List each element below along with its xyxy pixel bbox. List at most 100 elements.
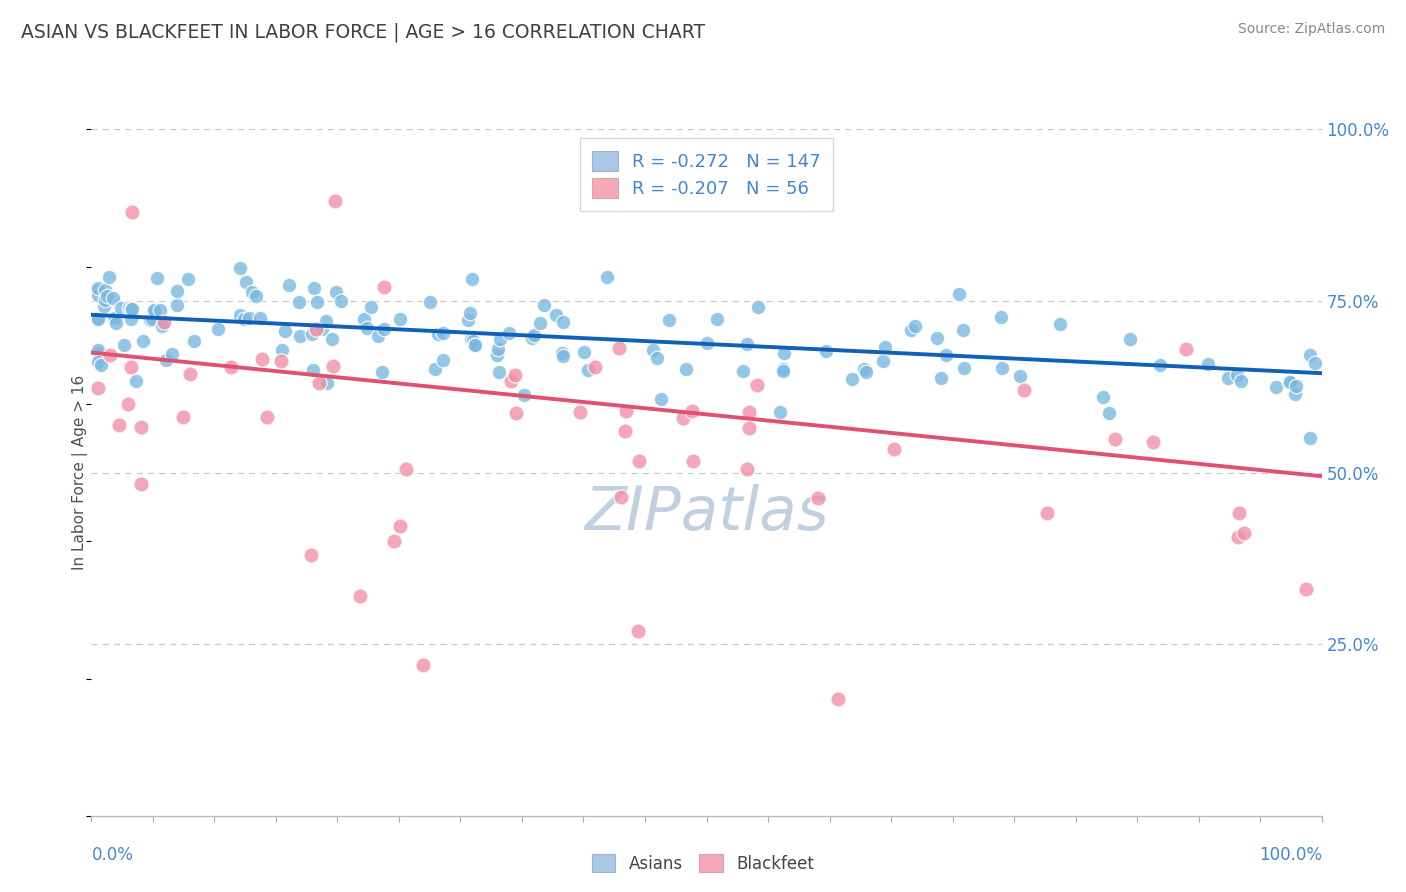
Point <box>373 322 395 336</box>
Point <box>316 376 339 390</box>
Point <box>513 388 536 402</box>
Point <box>86 283 108 297</box>
Point <box>270 354 292 368</box>
Point <box>299 548 322 562</box>
Point <box>990 310 1012 324</box>
Point <box>245 289 267 303</box>
Point <box>1098 406 1121 420</box>
Point <box>301 327 323 342</box>
Point <box>166 284 188 298</box>
Point <box>110 301 132 316</box>
Point <box>460 334 482 348</box>
Point <box>1174 343 1197 357</box>
Point <box>329 293 352 308</box>
Point <box>1298 431 1320 445</box>
Point <box>627 624 650 638</box>
Point <box>1285 379 1308 393</box>
Point <box>872 354 894 368</box>
Point <box>546 308 568 322</box>
Point <box>315 314 337 328</box>
Point <box>249 311 271 326</box>
Point <box>991 361 1014 376</box>
Point <box>207 322 229 336</box>
Point <box>107 417 129 432</box>
Point <box>1278 375 1301 389</box>
Point <box>457 313 479 327</box>
Point <box>458 306 481 320</box>
Point <box>1278 376 1301 390</box>
Point <box>235 275 257 289</box>
Point <box>121 302 143 317</box>
Point <box>172 409 194 424</box>
Point <box>738 420 761 434</box>
Point <box>1036 506 1059 520</box>
Point <box>1227 506 1250 520</box>
Point <box>250 351 273 366</box>
Point <box>883 442 905 456</box>
Point <box>271 343 294 358</box>
Point <box>616 404 638 418</box>
Point <box>935 348 957 362</box>
Point <box>120 302 142 317</box>
Point <box>90 358 112 372</box>
Point <box>1198 358 1220 372</box>
Point <box>1142 434 1164 449</box>
Point <box>103 310 125 325</box>
Point <box>672 411 695 425</box>
Point <box>1226 530 1249 544</box>
Point <box>101 291 124 305</box>
Point <box>596 270 619 285</box>
Text: Source: ZipAtlas.com: Source: ZipAtlas.com <box>1237 22 1385 37</box>
Text: ASIAN VS BLACKFEET IN LABOR FORCE | AGE > 16 CORRELATION CHART: ASIAN VS BLACKFEET IN LABOR FORCE | AGE … <box>21 22 706 42</box>
Point <box>1233 525 1256 540</box>
Point <box>139 313 162 327</box>
Point <box>87 281 110 295</box>
Point <box>529 316 551 330</box>
Point <box>274 324 297 338</box>
Point <box>488 365 510 379</box>
Point <box>873 340 896 354</box>
Point <box>731 364 754 378</box>
Point <box>486 348 509 362</box>
Point <box>322 359 344 374</box>
Text: 0.0%: 0.0% <box>91 846 134 863</box>
Point <box>311 322 333 336</box>
Point <box>1295 582 1317 597</box>
Point <box>100 348 122 362</box>
Point <box>302 363 325 377</box>
Point <box>1230 374 1253 388</box>
Point <box>432 353 454 368</box>
Point <box>146 271 169 285</box>
Point <box>302 280 325 294</box>
Y-axis label: In Labor Force | Age > 16: In Labor Force | Age > 16 <box>72 376 87 570</box>
Point <box>568 405 591 419</box>
Point <box>706 312 728 326</box>
Point <box>607 342 630 356</box>
Point <box>114 338 136 352</box>
Legend: R = -0.272   N = 147, R = -0.207   N = 56: R = -0.272 N = 147, R = -0.207 N = 56 <box>579 138 834 211</box>
Point <box>256 409 278 424</box>
Point <box>613 424 636 438</box>
Point <box>118 301 141 315</box>
Point <box>769 404 792 418</box>
Point <box>738 405 761 419</box>
Point <box>94 283 117 297</box>
Point <box>308 376 330 391</box>
Point <box>86 287 108 301</box>
Point <box>155 353 177 368</box>
Point <box>609 490 631 504</box>
Point <box>627 453 650 467</box>
Point <box>576 363 599 377</box>
Point <box>737 461 759 475</box>
Point <box>382 534 405 549</box>
Point <box>87 355 110 369</box>
Point <box>86 381 108 395</box>
Point <box>737 336 759 351</box>
Point <box>814 343 837 358</box>
Point <box>371 365 394 379</box>
Point <box>103 312 125 326</box>
Point <box>349 590 371 604</box>
Point <box>150 319 173 334</box>
Point <box>464 338 486 352</box>
Point <box>412 658 434 673</box>
